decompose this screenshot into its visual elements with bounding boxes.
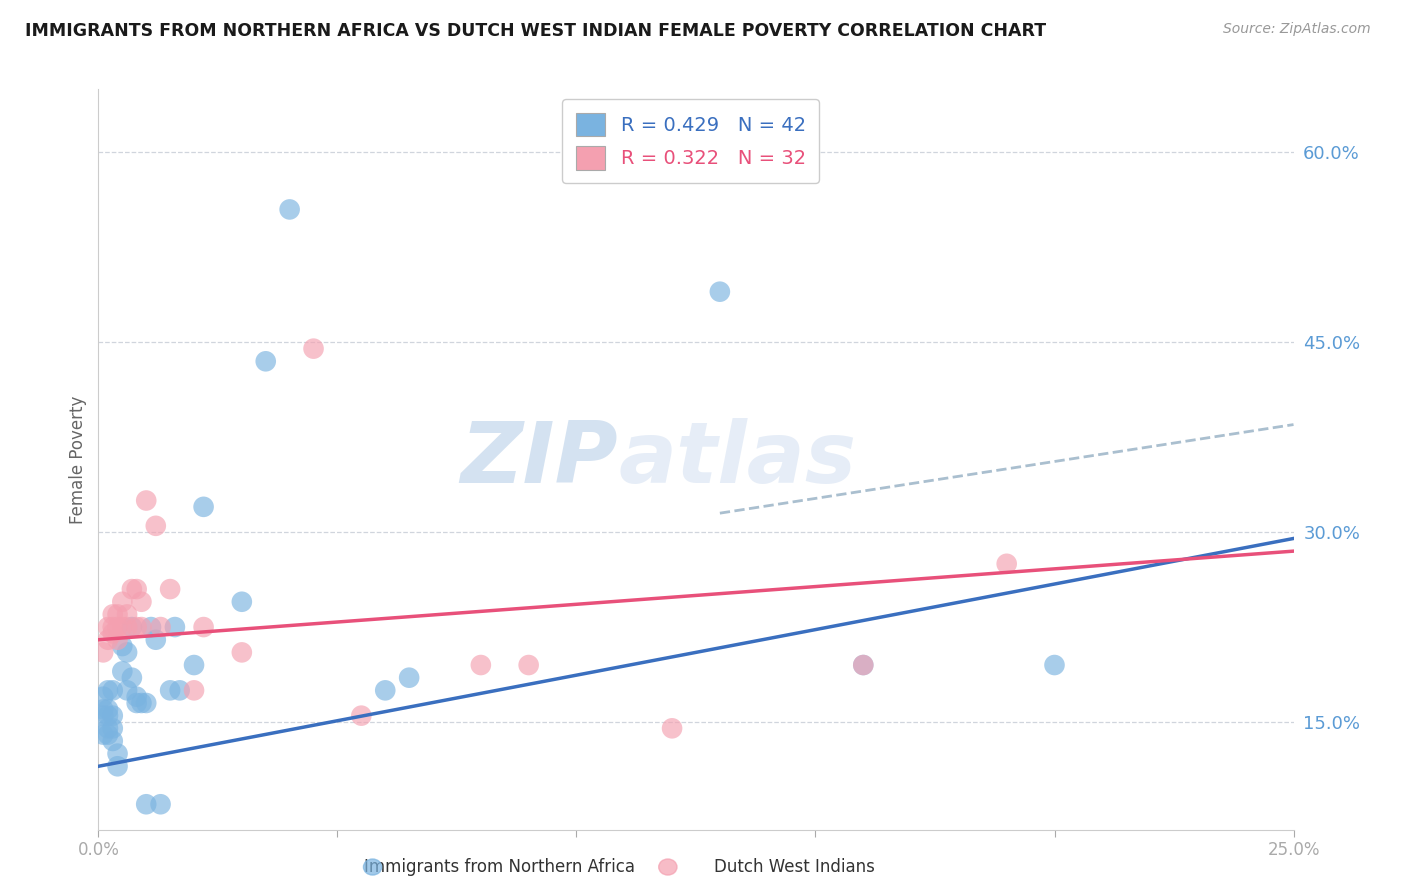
Point xyxy=(101,683,124,698)
Point xyxy=(302,342,325,356)
Point xyxy=(101,626,124,640)
Point xyxy=(121,582,143,596)
Point xyxy=(107,759,129,773)
Point xyxy=(101,708,124,723)
Point xyxy=(193,620,215,634)
Point xyxy=(115,607,138,622)
Point xyxy=(139,620,162,634)
Point xyxy=(169,683,191,698)
Point xyxy=(852,658,875,673)
Point xyxy=(125,690,148,704)
Point xyxy=(115,683,138,698)
Point xyxy=(159,683,181,698)
Point xyxy=(1043,658,1066,673)
Point xyxy=(121,671,143,685)
Text: ZIP: ZIP xyxy=(461,417,619,501)
Point xyxy=(183,683,205,698)
Point xyxy=(125,582,148,596)
Point xyxy=(107,607,129,622)
Point xyxy=(517,658,540,673)
Point xyxy=(231,595,253,609)
Point xyxy=(852,658,875,673)
Point xyxy=(121,620,143,634)
Point xyxy=(398,671,420,685)
Point xyxy=(193,500,215,514)
Point xyxy=(231,645,253,659)
Point xyxy=(149,797,172,812)
Point xyxy=(111,620,134,634)
Point xyxy=(91,690,114,704)
Point xyxy=(125,696,148,710)
Point xyxy=(254,354,277,368)
Point xyxy=(135,493,157,508)
Point xyxy=(91,645,114,659)
Point xyxy=(111,595,134,609)
Point xyxy=(115,620,138,634)
Point xyxy=(661,721,683,735)
Point xyxy=(278,202,301,217)
Point xyxy=(91,728,114,742)
Text: Source: ZipAtlas.com: Source: ZipAtlas.com xyxy=(1223,22,1371,37)
Point xyxy=(97,683,120,698)
Point xyxy=(135,696,157,710)
Point xyxy=(101,734,124,748)
Point xyxy=(91,702,114,716)
Point xyxy=(470,658,492,673)
Point xyxy=(145,518,167,533)
Point xyxy=(135,797,157,812)
Point xyxy=(101,721,124,735)
Point xyxy=(125,620,148,634)
Point xyxy=(97,632,120,647)
Point xyxy=(97,708,120,723)
Point xyxy=(107,632,129,647)
Text: Dutch West Indians: Dutch West Indians xyxy=(714,858,875,876)
Legend: R = 0.429   N = 42, R = 0.322   N = 32: R = 0.429 N = 42, R = 0.322 N = 32 xyxy=(562,99,820,184)
Text: Immigrants from Northern Africa: Immigrants from Northern Africa xyxy=(364,858,634,876)
Point xyxy=(131,595,153,609)
Point xyxy=(159,582,181,596)
Text: atlas: atlas xyxy=(619,417,856,501)
Point xyxy=(97,702,120,716)
Point xyxy=(97,728,120,742)
Point xyxy=(145,632,167,647)
Point xyxy=(995,557,1018,571)
Point xyxy=(709,285,731,299)
Point xyxy=(131,620,153,634)
Point xyxy=(101,607,124,622)
Point xyxy=(107,620,129,634)
Point xyxy=(101,620,124,634)
Y-axis label: Female Poverty: Female Poverty xyxy=(69,395,87,524)
Point xyxy=(97,620,120,634)
Point xyxy=(149,620,172,634)
Point xyxy=(111,639,134,653)
Point xyxy=(163,620,186,634)
Point xyxy=(91,708,114,723)
Point xyxy=(350,708,373,723)
Point xyxy=(374,683,396,698)
Point xyxy=(97,721,120,735)
Text: IMMIGRANTS FROM NORTHERN AFRICA VS DUTCH WEST INDIAN FEMALE POVERTY CORRELATION : IMMIGRANTS FROM NORTHERN AFRICA VS DUTCH… xyxy=(25,22,1046,40)
Point xyxy=(107,747,129,761)
Point xyxy=(183,658,205,673)
Point xyxy=(111,665,134,679)
Point xyxy=(115,645,138,659)
Point xyxy=(131,696,153,710)
